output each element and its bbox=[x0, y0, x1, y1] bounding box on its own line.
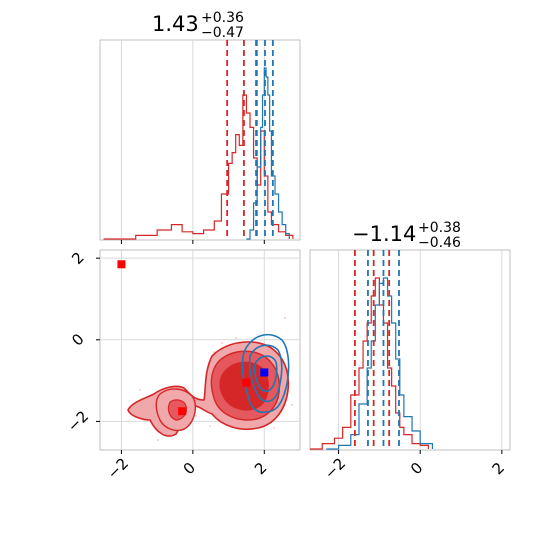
x-tick-label-param1: −2 bbox=[104, 454, 132, 482]
title-param1-minus: −0.47 bbox=[201, 25, 244, 41]
scatter-point bbox=[221, 342, 223, 344]
scatter-point bbox=[291, 404, 293, 406]
panel-param2-frame bbox=[309, 249, 511, 451]
x-tick-label-param2: −2 bbox=[321, 454, 349, 482]
red-histogram-param1 bbox=[103, 94, 294, 240]
scatter-point bbox=[209, 425, 211, 427]
quantile-lines-param1 bbox=[226, 40, 274, 240]
blue-contours bbox=[241, 333, 290, 414]
red-marker bbox=[117, 260, 126, 269]
x-tick-label-param1: 2 bbox=[251, 459, 270, 478]
scatter-point bbox=[157, 439, 159, 441]
blue-contour-outer bbox=[241, 333, 290, 414]
blue-contour-mid bbox=[248, 344, 283, 403]
blue-histogram-param2 bbox=[326, 277, 434, 450]
title-param1-plus: +0.36 bbox=[201, 10, 244, 26]
scatter-point bbox=[195, 415, 197, 417]
panel-param2-hist: −1.14 +0.38 −0.46 bbox=[309, 220, 511, 451]
scatter-point bbox=[284, 317, 286, 319]
x-tick-label-param2: 2 bbox=[489, 459, 508, 478]
panel-param1-hist: 1.43 +0.36 −0.47 bbox=[99, 10, 301, 241]
scatter-point bbox=[273, 427, 275, 429]
quantile-lines-param2 bbox=[353, 250, 400, 450]
blue-contour-inner bbox=[253, 355, 278, 393]
blue-marker bbox=[260, 368, 269, 377]
title-param2-plus: +0.38 bbox=[418, 220, 461, 236]
y-tick-label-param2: 0 bbox=[68, 330, 87, 349]
y-tick-label-param2: 2 bbox=[68, 248, 87, 267]
red-marker bbox=[178, 407, 187, 416]
grid-param2-hist bbox=[338, 250, 503, 450]
scatter-point bbox=[139, 389, 141, 391]
panel-2d-contour bbox=[99, 249, 301, 451]
histograms-param2 bbox=[310, 277, 434, 450]
title-param2-minus: −0.46 bbox=[418, 235, 461, 251]
title-param1-value: 1.43 bbox=[152, 12, 199, 36]
markers-2d bbox=[117, 260, 269, 416]
y-tick-label-param2: −2 bbox=[64, 407, 92, 435]
title-param2-value: −1.14 bbox=[352, 222, 416, 246]
red-marker bbox=[242, 378, 251, 387]
scatter-point bbox=[213, 351, 215, 353]
panel-param1-frame bbox=[99, 39, 301, 241]
red-histogram-param2 bbox=[310, 277, 429, 450]
x-tick-label-param2: 0 bbox=[407, 459, 426, 478]
scatter-point bbox=[235, 337, 237, 339]
x-tick-label-param1: 0 bbox=[180, 459, 199, 478]
